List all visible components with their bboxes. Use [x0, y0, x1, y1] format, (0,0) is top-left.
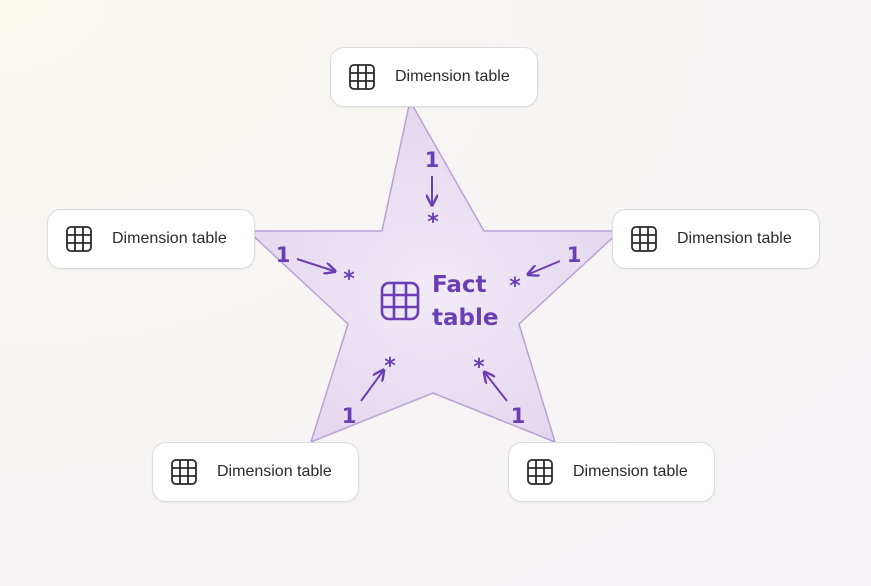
fact-table-label: Fact table [432, 269, 498, 335]
cardinality-one-label: 1 [425, 148, 440, 172]
fact-table-label-line1: Fact [432, 272, 487, 298]
relationship-arrow [485, 373, 508, 402]
dimension-table-card-bottom-right[interactable]: Dimension table [508, 442, 715, 502]
cardinality-one-label: 1 [276, 243, 291, 267]
cardinality-many-label: * [343, 267, 355, 292]
table-grid-icon [631, 226, 657, 252]
cardinality-one-label: 1 [511, 404, 526, 428]
table-grid-icon [349, 64, 375, 90]
dimension-table-card-bottom-left[interactable]: Dimension table [152, 442, 359, 502]
table-grid-icon [171, 459, 197, 485]
cardinality-many-label: * [427, 210, 439, 235]
cardinality-one-label: 1 [342, 404, 357, 428]
dimension-table-label: Dimension table [217, 463, 332, 480]
star-shape [247, 100, 621, 443]
relationship-right: 1 * [509, 243, 581, 299]
relationship-left: 1 * [276, 243, 356, 292]
relationship-bottom-left: 1 * [342, 354, 397, 428]
relationship-arrow [296, 258, 334, 271]
cardinality-many-label: * [384, 354, 396, 379]
dimension-table-card-top[interactable]: Dimension table [330, 47, 538, 107]
relationship-arrow [360, 371, 383, 402]
dimension-table-label: Dimension table [112, 230, 227, 247]
dimension-table-card-left[interactable]: Dimension table [47, 209, 255, 269]
cardinality-many-label: * [473, 355, 485, 380]
table-grid-icon [380, 281, 420, 321]
relationship-top: 1 * [425, 148, 440, 235]
dimension-table-card-right[interactable]: Dimension table [612, 209, 820, 269]
cardinality-one-label: 1 [567, 243, 582, 267]
dimension-table-label: Dimension table [395, 68, 510, 85]
table-grid-icon [66, 226, 92, 252]
dimension-table-label: Dimension table [677, 230, 792, 247]
relationship-arrow [529, 260, 561, 274]
fact-table-label-line2: table [432, 305, 499, 331]
relationship-bottom-right: 1 * [473, 355, 525, 428]
dimension-table-label: Dimension table [573, 463, 688, 480]
table-grid-icon [527, 459, 553, 485]
cardinality-many-label: * [509, 274, 521, 299]
